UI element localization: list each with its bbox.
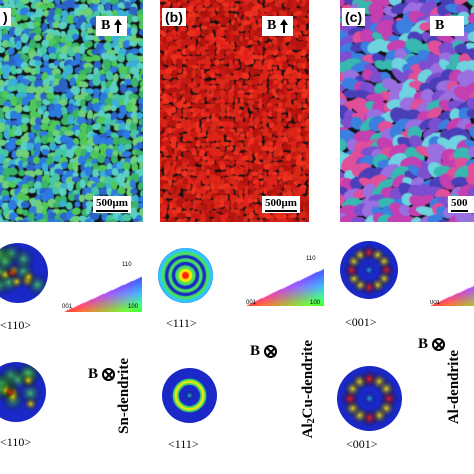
direction-letter: B (418, 336, 429, 352)
ipf-triangle-c (428, 266, 474, 306)
ebsd-grain-map-al (340, 0, 474, 222)
panel-label-b: (b) (162, 8, 186, 26)
scale-bar-line (451, 210, 468, 212)
pole-axis-sn-top: <110> (0, 318, 32, 332)
ebsd-grain-map-sn (0, 0, 143, 222)
into-page-icon (264, 345, 278, 358)
phase-label-sn-text: Sn-dendrite (116, 358, 132, 434)
pole-figure-al-bottom (337, 366, 402, 431)
ipf-triangle-a (62, 272, 142, 312)
pole-figure-sn-top (0, 243, 48, 303)
ipf-corner-top: 110 (306, 256, 316, 262)
pole-figure-sn-bottom-canvas (0, 362, 46, 422)
ebsd-grain-map-al2cu (160, 0, 309, 222)
scale-bar-label: 500μm (96, 197, 128, 209)
scale-bar-c: 500 (448, 196, 474, 213)
panel-label-a: ) (0, 8, 11, 26)
ipf-corner-left: 001 (246, 300, 257, 306)
phase-label-al2cu: Al2Cu-dendrite (300, 340, 317, 438)
up-arrow-icon (280, 19, 289, 33)
scale-bar-a: 500μm (93, 196, 131, 213)
scale-bar-line (96, 210, 128, 212)
pole-axis-sn-bottom: <110> (0, 435, 32, 449)
build-direction-b: B (262, 16, 294, 36)
pole-axis-al-top: <001> (345, 315, 377, 329)
build-direction-c: B (430, 16, 465, 36)
pole-figure-al2cu-top-canvas (158, 248, 213, 303)
ipf-corner-left: 001 (430, 300, 441, 306)
phase-label-al2cu-subscript: 2 (306, 418, 317, 424)
build-direction-letter: B (435, 18, 445, 33)
ipf-triangle-b (244, 264, 324, 306)
phase-label-al2cu-suffix: Cu-dendrite (300, 340, 316, 419)
pole-axis-al2cu-bottom: <111> (168, 437, 199, 451)
phase-label-al-text: Al-dendrite (446, 350, 462, 425)
pole-figure-al2cu-bottom-canvas (162, 368, 217, 423)
direction-letter: B (88, 366, 99, 382)
into-page-icon (102, 368, 116, 381)
ipf-color-key-b: 110 001 100 (244, 256, 324, 308)
into-page-icon (432, 338, 446, 351)
scale-bar-label: 500 (451, 197, 468, 209)
up-arrow-icon (114, 19, 123, 33)
pole-figure-al2cu-bottom (162, 368, 217, 423)
direction-letter: B (250, 343, 261, 359)
phase-label-sn: Sn-dendrite (116, 358, 133, 434)
scale-bar-label: 500μm (265, 197, 297, 209)
ipf-corner-top: 110 (122, 262, 132, 268)
sample-direction-a: B (88, 366, 116, 383)
ipf-corner-right: 100 (310, 300, 321, 306)
scale-bar-b: 500μm (262, 196, 300, 213)
pole-figure-al-top (340, 241, 398, 299)
sample-direction-b: B (250, 343, 278, 360)
pole-figure-al-bottom-canvas (337, 366, 402, 431)
pole-figure-al-top-canvas (340, 241, 398, 299)
ipf-corner-right: 100 (128, 304, 139, 310)
build-direction-letter: B (101, 18, 111, 33)
phase-label-al2cu-prefix: Al (300, 423, 316, 439)
ipf-color-key-c: 001 (428, 258, 474, 308)
phase-label-al: Al-dendrite (446, 350, 463, 424)
ebsd-map-sn (0, 0, 143, 222)
panel-label-c: (c) (342, 8, 366, 26)
ebsd-map-al2cu (160, 0, 309, 222)
pole-figure-al2cu-top (158, 248, 213, 303)
build-direction-a: B (96, 16, 128, 36)
pole-axis-al2cu-top: <111> (166, 316, 197, 330)
build-direction-letter: B (267, 18, 277, 33)
pole-figure-sn-bottom (0, 362, 46, 422)
ipf-corner-left: 001 (62, 304, 73, 310)
ipf-color-key-a: 110 001 100 (62, 262, 142, 312)
sample-direction-c: B (418, 336, 446, 353)
pole-figure-sn-top-canvas (0, 243, 48, 303)
ebsd-map-al (340, 0, 474, 222)
pole-axis-al-bottom: <001> (346, 437, 378, 451)
scale-bar-line (265, 210, 297, 212)
